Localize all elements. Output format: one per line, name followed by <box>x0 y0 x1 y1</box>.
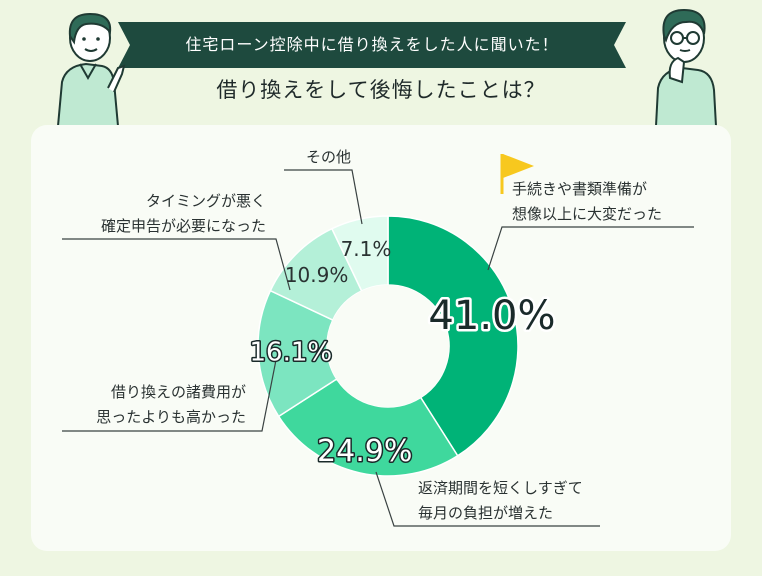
question-title: 借り換えをして後悔したことは？ <box>216 78 546 102</box>
value-label-3: 10.9% <box>285 263 349 287</box>
leader-line-3 <box>62 238 291 291</box>
category-label-0: 想像以上に大変だった <box>512 205 662 223</box>
person-right-illustration <box>654 8 718 126</box>
leader-line-4 <box>284 169 363 225</box>
category-label-1: 毎月の負担が増えた <box>418 504 553 522</box>
category-label-3: 確定申告が必要になった <box>101 217 266 235</box>
value-label-1: 24.9% <box>317 434 412 469</box>
category-label-3: タイミングが悪く <box>146 192 266 210</box>
donut-hole <box>327 285 449 407</box>
category-label-1: 返済期間を短くしすぎて <box>418 479 583 497</box>
leader-line-1 <box>375 471 600 527</box>
title-banner: 住宅ローン控除中に借り換えをした人に聞いた！ <box>118 22 626 68</box>
category-label-0: 手続きや書類準備が <box>512 180 647 198</box>
value-label-0: 41.0% <box>428 293 555 339</box>
leader-line-2 <box>62 359 277 432</box>
person-left-illustration <box>56 12 126 126</box>
banner-title: 住宅ローン控除中に借り換えをした人に聞いた！ <box>185 35 559 54</box>
category-label-2: 思ったよりも高かった <box>96 408 246 426</box>
flag-icon <box>500 154 534 194</box>
leader-line-0 <box>487 226 694 271</box>
value-label-4: 7.1% <box>341 237 392 261</box>
category-label-4: その他 <box>306 148 351 166</box>
category-label-2: 借り換えの諸費用が <box>111 383 246 401</box>
value-label-2: 16.1% <box>250 337 333 367</box>
